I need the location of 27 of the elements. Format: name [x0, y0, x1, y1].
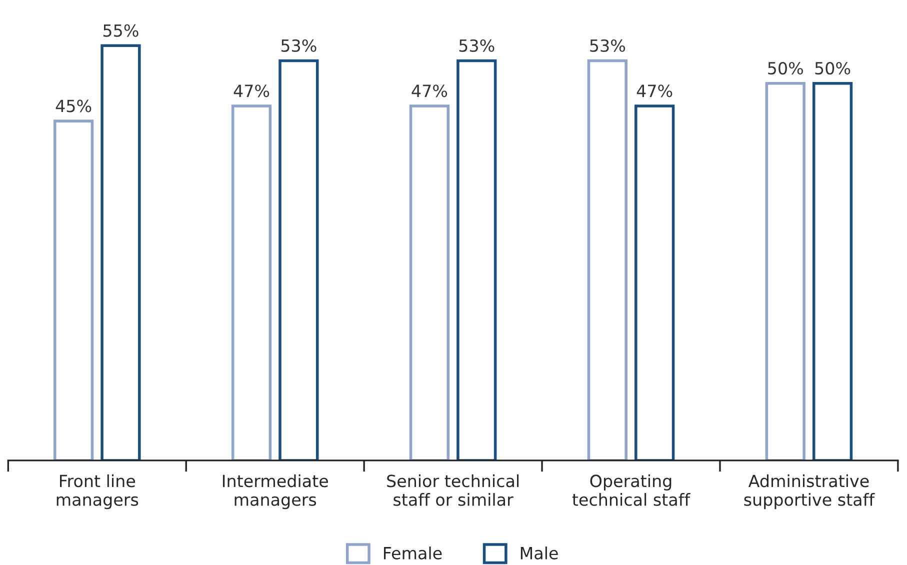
bar — [100, 44, 141, 460]
bar — [231, 104, 272, 460]
x-tick-label: Senior technical staff or similar — [387, 474, 519, 506]
data-label: 47% — [234, 84, 270, 98]
bar — [812, 82, 853, 460]
bar — [278, 59, 319, 460]
x-tick-label: Front line managers — [56, 474, 138, 510]
bar — [765, 82, 806, 460]
data-label: 53% — [281, 39, 316, 52]
data-label: 47% — [412, 84, 448, 98]
x-tick-label: Operating technical staff — [572, 474, 690, 506]
data-label: 53% — [459, 39, 494, 52]
data-label: 50% — [815, 62, 850, 75]
data-label: 45% — [56, 100, 92, 112]
data-label: 47% — [636, 84, 672, 98]
bar — [587, 59, 628, 460]
x-tick-label: Administrative supportive staff — [744, 474, 875, 510]
x-tick-label: Intermediate managers — [222, 474, 328, 510]
legend-label: Male — [520, 546, 558, 560]
data-label: 50% — [768, 62, 803, 75]
bar — [409, 104, 450, 460]
data-label: 55% — [103, 24, 138, 37]
bar — [634, 104, 675, 460]
legend-label: Female — [384, 546, 442, 560]
data-label: 53% — [590, 39, 626, 52]
bar — [456, 59, 497, 460]
bar — [53, 120, 94, 460]
